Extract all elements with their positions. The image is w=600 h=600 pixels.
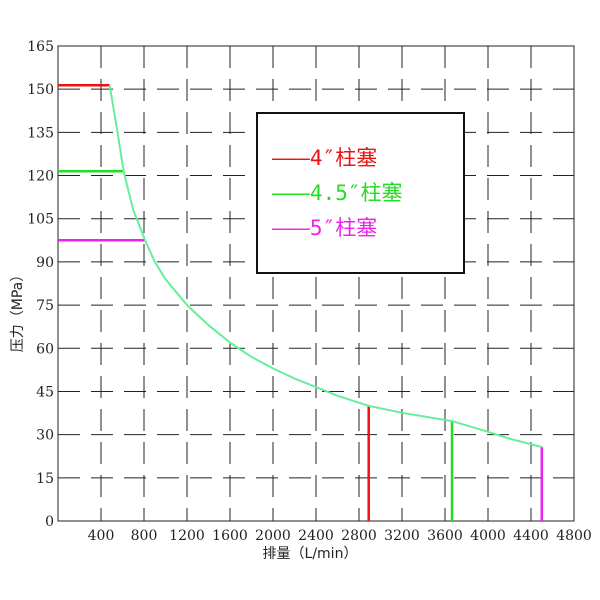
x-tick-label: 4800 [556, 528, 592, 544]
y-tick-label: 165 [27, 39, 54, 55]
y-tick-label: 75 [36, 298, 54, 314]
y-tick-label: 135 [27, 125, 54, 141]
y-axis-label: 压力（MPa） [10, 268, 26, 352]
legend-box [256, 112, 465, 274]
x-tick-label: 2800 [341, 528, 377, 544]
x-axis-ticks: 400 800 1200 1600 2000 2400 2800 3200 3600 4000 44… [88, 528, 592, 544]
y-axis-ticks: 0 15 30 45 60 75 90 105 120 135 150 165 [27, 39, 54, 530]
x-tick-label: 4000 [470, 528, 506, 544]
x-tick-label: 400 [88, 528, 115, 544]
plot-area-frame [57, 45, 575, 522]
y-tick-label: 105 [27, 212, 54, 228]
y-tick-label: 15 [36, 471, 54, 487]
legend-item-4in-plunger: ———4″柱塞 [272, 146, 377, 170]
y-tick-label: 60 [36, 341, 54, 357]
x-tick-label: 1600 [212, 528, 248, 544]
x-tick-label: 3200 [384, 528, 420, 544]
power-curve-line [108, 85, 543, 448]
y-tick-label: 45 [36, 384, 54, 400]
x-tick-label: 2400 [298, 528, 334, 544]
x-axis-label: 排量（L/min） [263, 546, 358, 562]
y-tick-label: 30 [36, 428, 54, 444]
series-layer [58, 83, 544, 521]
y-tick-label: 150 [27, 82, 54, 98]
x-tick-label: 4400 [513, 528, 549, 544]
x-tick-label: 800 [131, 528, 158, 544]
x-tick-label: 2000 [255, 528, 291, 544]
legend-item-5in-plunger: ———5″柱塞 [272, 216, 377, 240]
legend-item-4-5in-plunger: ———4.5″柱塞 [272, 181, 403, 205]
x-tick-label: 1200 [169, 528, 205, 544]
y-tick-label: 120 [27, 169, 54, 185]
x-tick-label: 3600 [427, 528, 463, 544]
y-tick-label: 0 [45, 514, 54, 530]
y-tick-label: 90 [36, 255, 54, 271]
legend: ———4″柱塞 ———4.5″柱塞 ———5″柱塞 [256, 112, 465, 274]
